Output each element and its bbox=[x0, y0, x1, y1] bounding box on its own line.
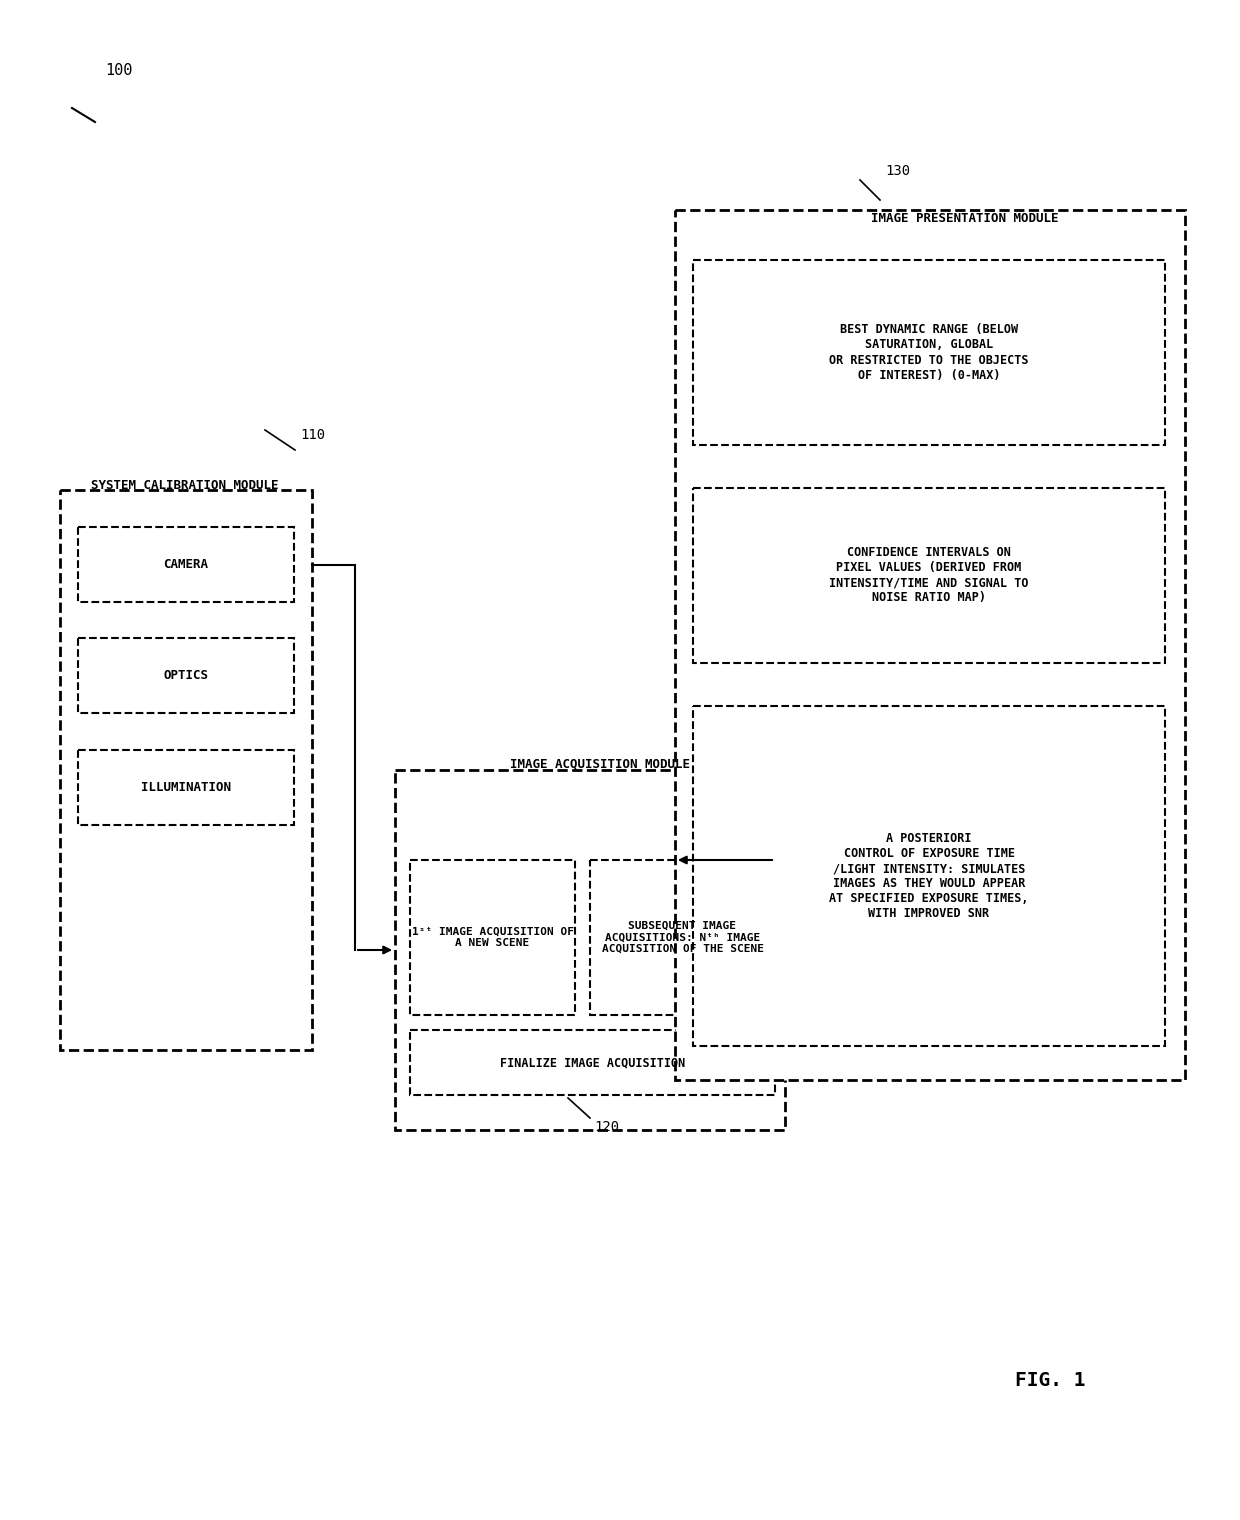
Text: SYSTEM CALIBRATION MODULE: SYSTEM CALIBRATION MODULE bbox=[92, 479, 279, 492]
Text: IMAGE ACQUISITION MODULE: IMAGE ACQUISITION MODULE bbox=[510, 757, 689, 771]
Text: CAMERA: CAMERA bbox=[164, 558, 208, 572]
Text: 120: 120 bbox=[594, 1120, 619, 1134]
Text: CONFIDENCE INTERVALS ON
PIXEL VALUES (DERIVED FROM
INTENSITY/TIME AND SIGNAL TO
: CONFIDENCE INTERVALS ON PIXEL VALUES (DE… bbox=[830, 547, 1029, 605]
Text: IMAGE PRESENTATION MODULE: IMAGE PRESENTATION MODULE bbox=[872, 211, 1059, 225]
Bar bbox=[590, 860, 775, 1015]
Bar bbox=[693, 488, 1166, 663]
Text: A POSTERIORI
CONTROL OF EXPOSURE TIME
/LIGHT INTENSITY: SIMULATES
IMAGES AS THEY: A POSTERIORI CONTROL OF EXPOSURE TIME /L… bbox=[830, 831, 1029, 920]
Bar bbox=[410, 860, 575, 1015]
Bar bbox=[396, 771, 785, 1129]
Text: OPTICS: OPTICS bbox=[164, 669, 208, 682]
Text: 110: 110 bbox=[300, 429, 325, 442]
Text: FIG. 1: FIG. 1 bbox=[1014, 1371, 1085, 1389]
Text: ILLUMINATION: ILLUMINATION bbox=[141, 781, 231, 793]
Bar bbox=[693, 260, 1166, 445]
Text: SUBSEQUENT IMAGE
ACQUISITIONS: Nᵗʰ IMAGE
ACQUISITION OF THE SCENE: SUBSEQUENT IMAGE ACQUISITIONS: Nᵗʰ IMAGE… bbox=[601, 921, 764, 955]
Bar bbox=[78, 638, 294, 713]
Bar bbox=[410, 1031, 775, 1094]
Text: FINALIZE IMAGE ACQUISITION: FINALIZE IMAGE ACQUISITION bbox=[500, 1056, 686, 1069]
Text: BEST DYNAMIC RANGE (BELOW
SATURATION, GLOBAL
OR RESTRICTED TO THE OBJECTS
OF INT: BEST DYNAMIC RANGE (BELOW SATURATION, GL… bbox=[830, 324, 1029, 382]
Text: 130: 130 bbox=[885, 164, 910, 178]
Bar bbox=[693, 705, 1166, 1046]
Bar bbox=[78, 749, 294, 825]
Bar bbox=[60, 489, 312, 1050]
Bar bbox=[675, 210, 1185, 1081]
Text: 1ˢᵗ IMAGE ACQUISITION OF
A NEW SCENE: 1ˢᵗ IMAGE ACQUISITION OF A NEW SCENE bbox=[412, 927, 573, 948]
Bar bbox=[78, 527, 294, 602]
Text: 100: 100 bbox=[105, 62, 133, 78]
